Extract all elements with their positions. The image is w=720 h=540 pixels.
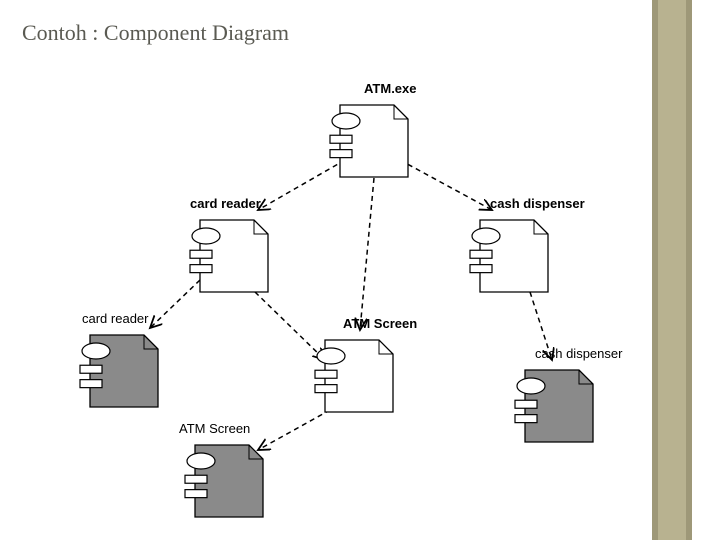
component-cash_disp_g: cash dispenser [515,346,623,442]
component-label: card reader [190,196,261,211]
component-diagram: ATM.exe card reader cash dispenser ATM Scre… [0,0,720,540]
component-label: cash dispenser [490,196,585,211]
component-card_reader_g: card reader [80,311,158,407]
dependency-edge [360,178,374,330]
component-label: ATM Screen [343,316,417,331]
component-label: card reader [82,311,149,326]
component-atm_exe: ATM.exe [330,81,417,177]
component-label: ATM Screen [179,421,250,436]
dependency-edge [150,280,200,328]
component-label: cash dispenser [535,346,623,361]
component-card_reader_w: card reader [190,196,268,292]
component-atm_screen_w: ATM Screen [315,316,417,412]
component-label: ATM.exe [364,81,417,96]
component-cash_disp_w: cash dispenser [470,196,585,292]
dependency-edge [255,292,325,360]
component-atm_screen_g: ATM Screen [179,421,263,517]
dependency-edge [258,410,330,450]
dependency-edge [400,160,492,210]
dependency-edge [258,160,345,210]
